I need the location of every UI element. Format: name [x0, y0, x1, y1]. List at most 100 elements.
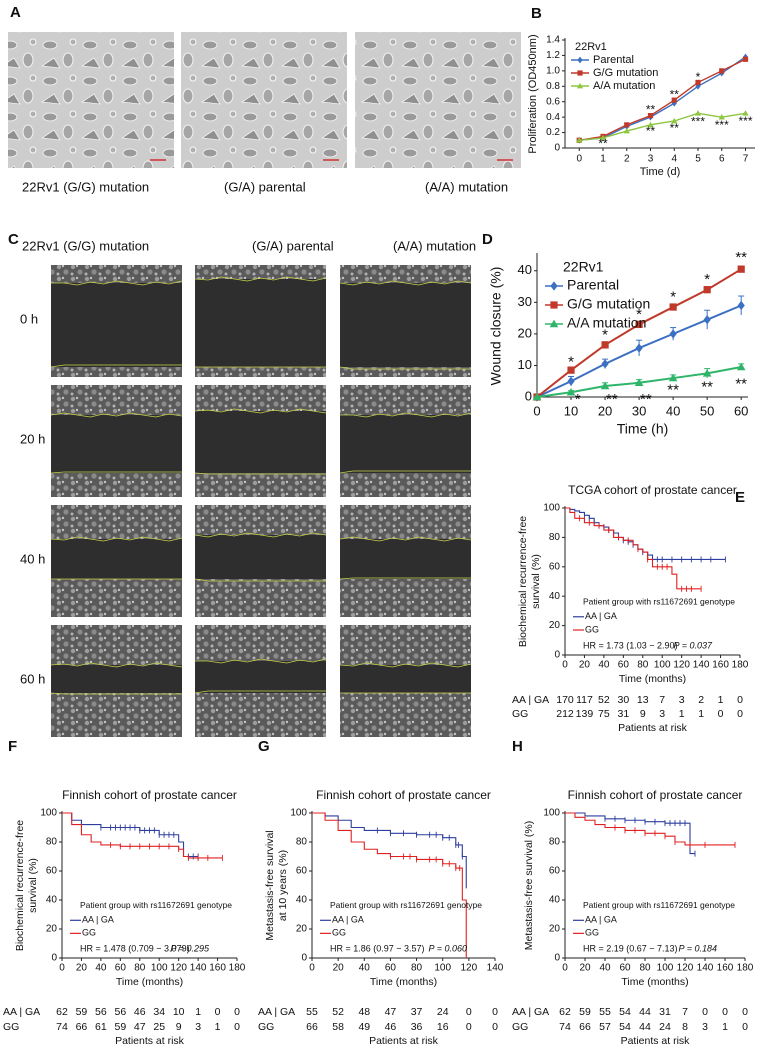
x-tick-label: 6 [719, 154, 725, 165]
cell-band [340, 385, 471, 415]
hazard-ratio: HR = 2.19 (0.67 − 7.13) [583, 944, 678, 954]
legend-label: GG [585, 928, 599, 938]
at-risk-count: 1 [718, 694, 724, 706]
x-tick-label: 140 [697, 963, 714, 974]
legend-label: AA | GA [585, 915, 617, 925]
at-risk-count: 31 [659, 1006, 671, 1018]
x-tick-label: 80 [411, 963, 423, 974]
p-value: P = 0.295 [171, 944, 210, 954]
significance-mark: * [575, 391, 581, 408]
significance-mark: * [602, 326, 608, 343]
wound-edge [339, 470, 471, 474]
at-risk-count: 66 [579, 1021, 591, 1033]
wound-edge [194, 690, 326, 694]
cell-band [195, 625, 326, 661]
x-tick-label: 60 [619, 963, 631, 974]
legend-title: Patient group with rs11672691 genotype [583, 900, 735, 910]
marker [600, 381, 610, 390]
at-risk-count: 62 [559, 1006, 571, 1018]
x-tick-label: 60 [734, 403, 748, 418]
x-tick-label: 60 [115, 963, 127, 974]
legend-title: Patient group with rs11672691 genotype [583, 596, 735, 606]
wound-edge [50, 662, 183, 668]
y-tick-label: 100 [290, 808, 307, 819]
risk-row-label: AA | GA [258, 1006, 295, 1018]
at-risk-count: 59 [76, 1006, 88, 1018]
x-axis-label: Time (months) [621, 976, 688, 988]
legend-label: AA | GA [82, 915, 114, 925]
at-risk-count: 0 [737, 694, 743, 706]
at-risk-count: 1 [195, 1006, 201, 1018]
risk-row-label: GG [258, 1021, 274, 1033]
panel-label: F [8, 738, 17, 755]
marker [623, 127, 630, 134]
x-tick-label: 140 [693, 660, 710, 671]
x-axis-label: Time (h) [617, 421, 669, 437]
at-risk-count: 37 [411, 1006, 423, 1018]
marker [532, 392, 542, 401]
significance-mark: *** [738, 114, 752, 128]
marker [718, 114, 725, 120]
x-tick-label: 160 [209, 963, 226, 974]
chart-title: Finnish cohort of prostate cancer [316, 788, 491, 802]
marker [635, 343, 643, 353]
cell-band [195, 385, 326, 411]
at-risk-count: 2 [698, 694, 704, 706]
at-risk-count: 62 [56, 1006, 68, 1018]
wound-edge [50, 364, 182, 368]
y-tick-label: 1.2 [546, 50, 560, 61]
marker [601, 359, 609, 369]
at-risk-count: 3 [702, 1021, 708, 1033]
at-risk-count: 139 [576, 708, 594, 720]
y-axis-label: Metastasis-free survival (%) [523, 821, 535, 951]
marker [671, 97, 677, 103]
at-risk-count: 59 [114, 1021, 126, 1033]
x-tick-label: 120 [673, 660, 690, 671]
wound-edge [194, 408, 327, 414]
cell-band [340, 693, 471, 737]
marker [577, 56, 583, 64]
y-tick-label: 20 [518, 325, 532, 340]
legend-label: AA | GA [585, 611, 617, 621]
at-risk-count: 58 [332, 1021, 344, 1033]
y-tick-label: 0.6 [546, 96, 560, 107]
y-tick-label: 20 [549, 620, 561, 631]
x-tick-label: 80 [637, 660, 649, 671]
y-tick-label: 20 [549, 924, 561, 935]
at-risk-count: 3 [679, 694, 685, 706]
risk-title: Patients at risk [618, 722, 688, 734]
x-tick-label: 100 [434, 963, 451, 974]
p-value: P = 0.184 [679, 944, 717, 954]
marker [703, 315, 711, 325]
wound-edge [194, 532, 327, 538]
x-tick-label: 60 [385, 963, 397, 974]
wound-edge [339, 536, 472, 542]
x-tick-label: 40 [598, 660, 610, 671]
at-risk-count: 13 [637, 694, 649, 706]
at-risk-count: 0 [234, 1021, 240, 1033]
at-risk-count: 0 [492, 1006, 498, 1018]
significance-mark: ** [646, 124, 656, 138]
at-risk-count: 49 [358, 1021, 370, 1033]
y-tick-label: 0.8 [546, 81, 560, 92]
x-tick-label: 0 [59, 963, 65, 974]
cell-band [340, 265, 471, 283]
panel-label: C [8, 231, 19, 248]
at-risk-count: 55 [599, 1006, 611, 1018]
at-risk-count: 170 [556, 694, 574, 706]
at-risk-count: 46 [134, 1006, 146, 1018]
x-axis-label: Time (months) [619, 673, 686, 685]
marker [550, 281, 558, 291]
at-risk-count: 1 [722, 1021, 728, 1033]
x-tick-label: 40 [359, 963, 371, 974]
at-risk-count: 117 [576, 694, 593, 706]
significance-mark: ** [701, 379, 713, 396]
cell-band [195, 579, 326, 617]
wound-edge [339, 577, 471, 580]
cell-band [340, 505, 471, 539]
at-risk-count: 44 [639, 1006, 651, 1018]
x-axis-label: Time (months) [370, 976, 437, 988]
row-label: 60 h [20, 671, 45, 686]
marker [702, 369, 712, 377]
